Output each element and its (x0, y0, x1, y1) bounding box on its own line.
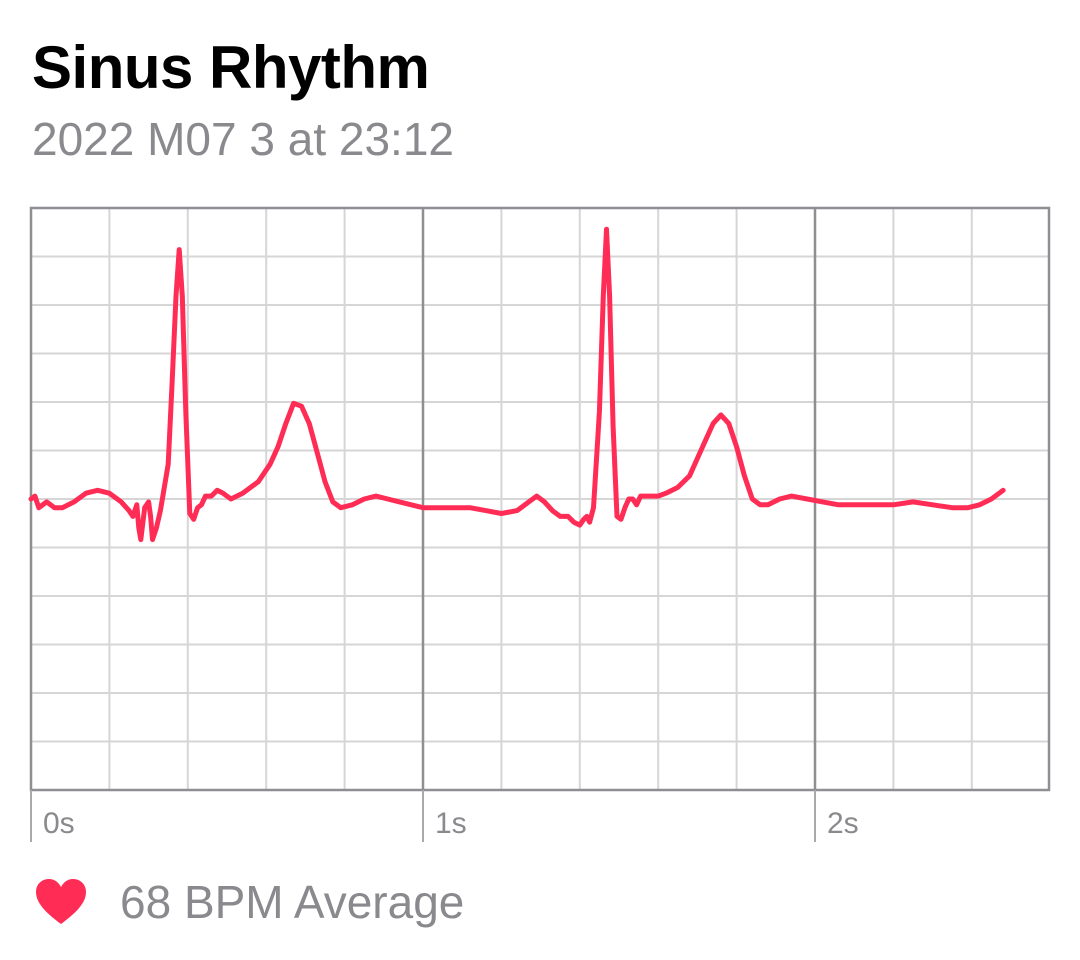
x-tick-label: 1s (435, 807, 467, 840)
ecg-chart: 0s 1s 2s (28, 206, 1051, 842)
x-axis-ticks: 0s 1s 2s (30, 790, 859, 842)
x-tick-label: 2s (827, 807, 859, 840)
x-tick-label: 0s (43, 807, 75, 840)
heart-icon (36, 879, 86, 924)
ecg-trace (28, 226, 1006, 543)
heart-rate-summary: 68 BPM Average (34, 872, 464, 932)
page-title: Sinus Rhythm (32, 34, 430, 101)
average-bpm-label: 68 BPM Average (120, 876, 465, 928)
recording-date: 2022 M07 3 at 23:12 (32, 113, 454, 165)
